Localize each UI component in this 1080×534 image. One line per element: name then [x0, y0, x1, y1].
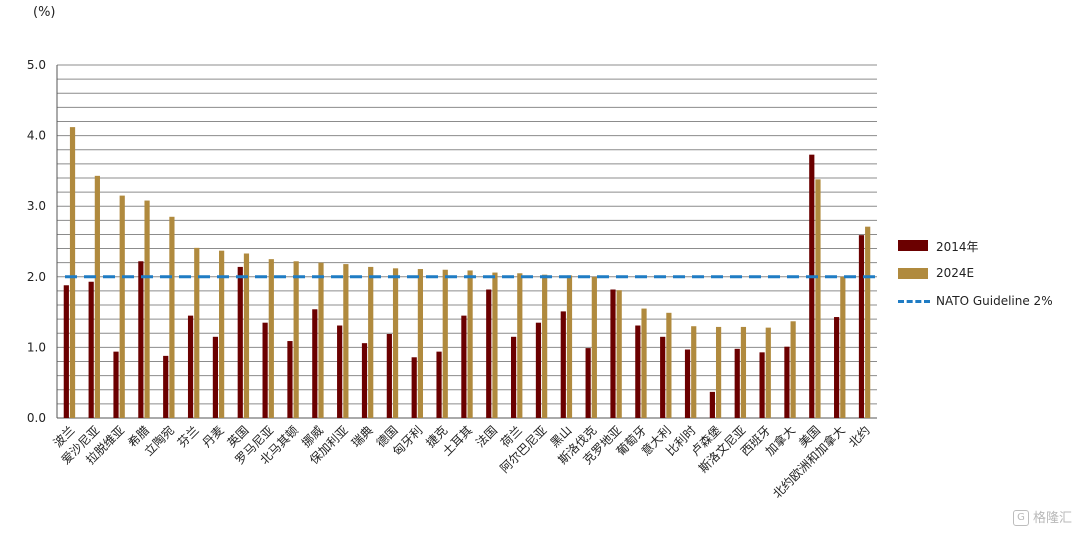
bar-2024e	[219, 250, 225, 418]
category-label: 法国	[473, 423, 500, 450]
bar-2014	[312, 309, 318, 418]
bar-2014	[187, 315, 194, 418]
bar-2014	[337, 325, 343, 418]
bar-2014	[809, 154, 815, 419]
y-axis-unit-label: (%)	[33, 5, 56, 20]
bar-2024e	[392, 268, 399, 418]
legend-swatch-2024e	[898, 268, 928, 279]
y-tick-label: 4.0	[27, 129, 46, 143]
bar-2014	[560, 311, 566, 418]
bar-2014	[88, 281, 94, 418]
bar-2024e	[119, 195, 125, 418]
bar-2024e	[417, 269, 424, 418]
category-label: 芬兰	[175, 423, 202, 450]
bar-2014	[510, 336, 517, 418]
bar-2024e	[517, 273, 523, 418]
bar-2024e	[94, 175, 100, 418]
bar-2014	[610, 289, 616, 418]
bar-2014	[660, 336, 666, 418]
bar-2014	[734, 348, 740, 418]
bar-2024e	[268, 259, 274, 418]
bar-2024e	[169, 216, 175, 418]
y-tick-label: 0.0	[27, 411, 46, 425]
bar-2024e	[194, 247, 200, 418]
bar-2014	[709, 391, 715, 418]
bar-2024e	[815, 179, 821, 418]
bar-2014	[784, 346, 790, 418]
category-label: 北约	[845, 423, 873, 451]
bar-2014	[361, 343, 368, 418]
legend-guideline-dash	[898, 300, 930, 303]
bar-2014	[635, 325, 641, 418]
bar-2024e	[790, 321, 796, 418]
bar-2014	[834, 317, 840, 418]
bar-2014	[411, 357, 417, 418]
bar-2014	[436, 351, 442, 418]
bar-2024e	[368, 266, 374, 418]
watermark: G 格隆汇	[1012, 507, 1072, 526]
watermark-logo-icon: G	[1012, 510, 1029, 526]
bar-2014	[858, 235, 865, 418]
bar-2014	[684, 349, 691, 418]
bar-2024e	[715, 326, 722, 418]
bar-2014	[585, 348, 591, 418]
legend-swatch-2014	[898, 240, 928, 251]
legend-label-2014: 2014年	[936, 240, 979, 254]
bar-2024e	[840, 276, 846, 418]
bar-2014	[386, 333, 392, 418]
bar-2024e	[243, 253, 250, 418]
bar-2024e	[492, 272, 498, 418]
bar-2024e	[765, 327, 771, 418]
bar-2014	[486, 289, 492, 418]
bar-2024e	[740, 326, 747, 418]
bar-2014	[113, 351, 119, 418]
bar-2024e	[691, 326, 697, 418]
category-label: 丹麦	[200, 423, 227, 450]
bar-2014	[461, 315, 467, 418]
bar-2024e	[467, 270, 473, 418]
bar-2024e	[566, 275, 573, 418]
bar-2024e	[542, 274, 548, 418]
y-tick-label: 3.0	[27, 199, 46, 213]
bar-2024e	[666, 312, 672, 418]
bar-2024e	[343, 264, 349, 418]
category-label: 阿尔巴尼亚	[497, 423, 550, 476]
y-tick-label: 2.0	[27, 270, 46, 284]
bar-2014	[237, 266, 243, 418]
bar-2024e	[144, 200, 150, 418]
bar-2014	[759, 352, 765, 418]
watermark-label: 格隆汇	[1032, 510, 1072, 526]
bar-2024e	[641, 308, 647, 418]
bar-2024e	[616, 290, 622, 418]
bar-2024e	[69, 127, 76, 419]
bar-2014	[138, 261, 144, 418]
bar-2014	[535, 322, 542, 418]
bar-2014	[287, 341, 293, 418]
y-tick-label: 5.0	[27, 58, 46, 72]
bar-2024e	[865, 226, 871, 418]
category-label: 瑞典	[349, 423, 376, 450]
bar-2014	[212, 336, 219, 418]
bar-2014	[63, 285, 69, 418]
y-tick-label: 1.0	[27, 340, 46, 354]
bar-2014	[262, 322, 268, 418]
legend-label-2024e: 2024E	[936, 266, 975, 280]
bar-2024e	[591, 276, 597, 418]
bar-2024e	[293, 261, 299, 418]
bar-2024e	[442, 269, 448, 418]
legend-label-guideline: NATO Guideline 2%	[936, 294, 1053, 308]
bar-2014	[163, 355, 169, 418]
bar-2024e	[318, 262, 324, 418]
